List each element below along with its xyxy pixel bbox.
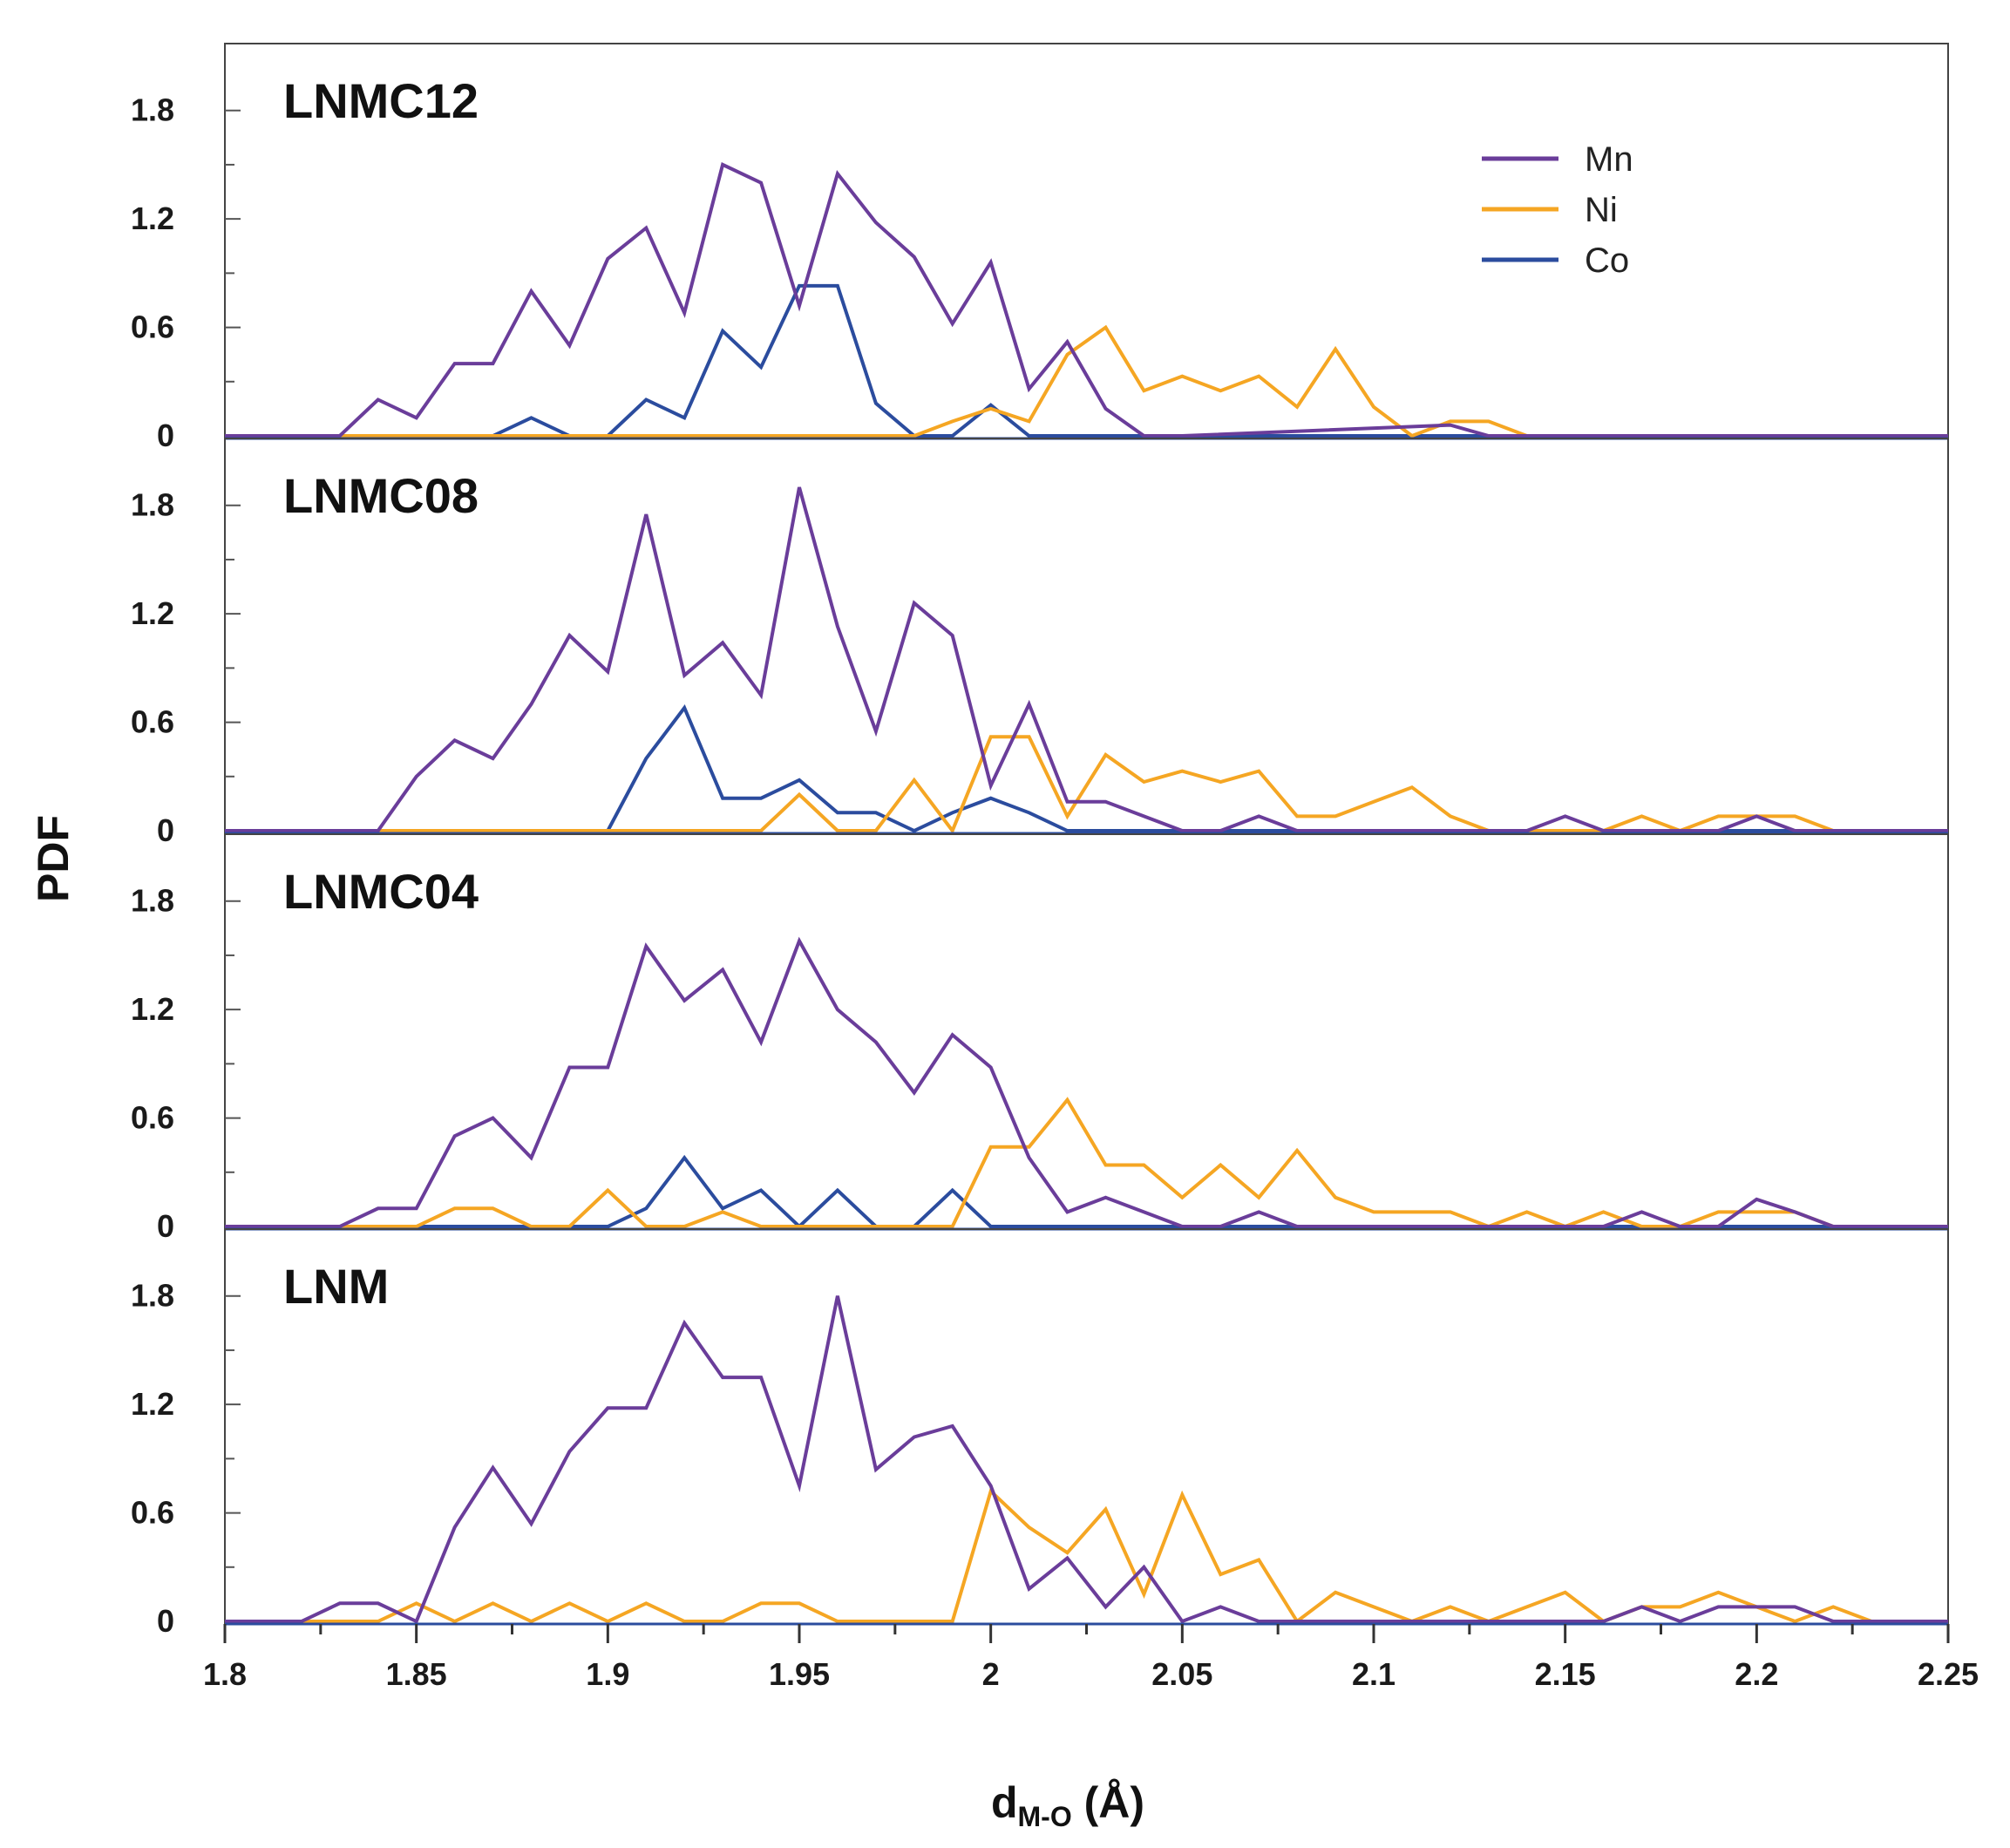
series-line-co	[225, 283, 1948, 438]
panel-label: LNMC04	[283, 864, 479, 919]
series-line-ni	[225, 1488, 1948, 1624]
x-tick-label: 1.95	[769, 1656, 830, 1692]
panel-label: LNMC12	[283, 73, 479, 128]
y-tick-label: 1.2	[131, 991, 174, 1027]
x-axis-title: dM-O (Å)	[991, 1778, 1144, 1832]
y-tick-label: 0	[157, 418, 174, 453]
series-line-ni	[225, 324, 1948, 438]
panel-lnmc08: 0 0.6 1.2 1.8 LNMC08	[131, 438, 1949, 848]
legend-label-ni: Ni	[1585, 191, 1618, 229]
x-axis-ticks: 1.8 1.85 1.9 1.95 2 2.05 2.1 2.15 2.2 2.25	[203, 1624, 1979, 1692]
series-line-mn	[225, 1295, 1948, 1624]
y-tick-label: 0.6	[131, 1100, 174, 1136]
y-tick-label: 1.8	[131, 92, 174, 128]
legend-label-co: Co	[1585, 241, 1629, 280]
panel-lnmc12: 0 0.6 1.2 1.8 LNMC12	[131, 43, 1949, 453]
series-line-mn	[225, 936, 1948, 1228]
x-tick-label: 2.2	[1735, 1656, 1778, 1692]
y-tick-label: 0.6	[131, 309, 174, 345]
x-tick-label: 2.05	[1151, 1656, 1212, 1692]
legend: Mn Ni Co	[1482, 140, 1633, 280]
panel-label: LNM	[283, 1259, 389, 1314]
y-tick-label: 0	[157, 812, 174, 848]
x-tick-label: 1.8	[203, 1656, 247, 1692]
x-tick-label: 2	[982, 1656, 1000, 1692]
y-tick-label: 1.2	[131, 1386, 174, 1422]
series-line-ni	[225, 735, 1948, 835]
x-tick-label: 2.15	[1535, 1656, 1596, 1692]
x-tick-label: 1.85	[386, 1656, 447, 1692]
panel-label: LNMC08	[283, 468, 479, 523]
series-line-mn	[225, 162, 1948, 438]
x-tick-label: 2.1	[1352, 1656, 1395, 1692]
x-tick-label: 2.25	[1918, 1656, 1979, 1692]
y-tick-label: 0.6	[131, 704, 174, 740]
y-tick-label: 1.8	[131, 487, 174, 523]
y-tick-label: 0.6	[131, 1495, 174, 1531]
series-line-ni	[225, 1097, 1948, 1229]
y-tick-label: 1.8	[131, 883, 174, 919]
x-axis-title-unit: (Å)	[1072, 1778, 1144, 1827]
series-line-mn	[225, 486, 1948, 832]
y-tick-label: 0	[157, 1208, 174, 1244]
y-tick-label: 1.8	[131, 1278, 174, 1314]
x-tick-label: 1.9	[586, 1656, 629, 1692]
y-tick-label: 0	[157, 1603, 174, 1639]
x-axis-title-main: d	[991, 1778, 1018, 1827]
x-axis-title-sub: M-O	[1018, 1801, 1072, 1832]
y-tick-label: 1.2	[131, 200, 174, 236]
chart-panels: 0 0.6 1.2 1.8 LNMC12 0 0.6 1.2 1.8 LNMC08 0 0.6 1.2 1…	[131, 43, 1949, 1639]
y-axis-title: PDF	[29, 815, 78, 902]
legend-label-mn: Mn	[1585, 140, 1633, 179]
series-line-co	[225, 704, 1948, 833]
y-tick-label: 1.2	[131, 595, 174, 631]
